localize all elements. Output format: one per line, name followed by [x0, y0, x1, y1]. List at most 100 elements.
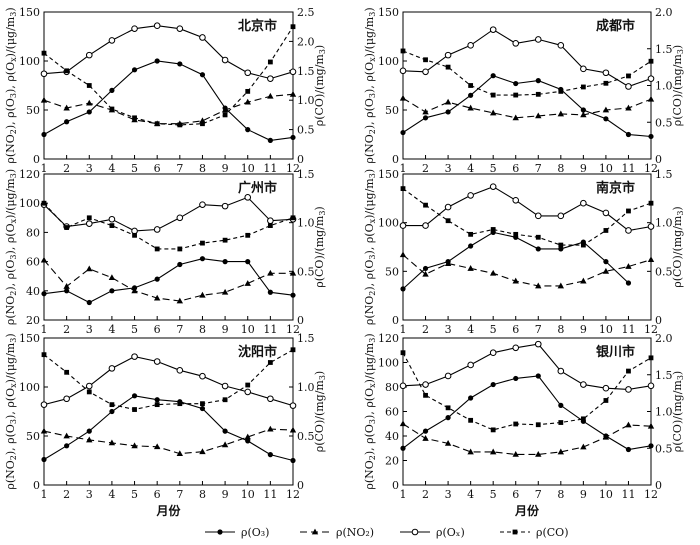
right-y-axis-label: ρ(CO)/(mg/m3): [313, 45, 327, 126]
data-point-NO2: [602, 106, 610, 113]
data-point-CO: [603, 228, 609, 233]
data-point-O3: [558, 246, 564, 252]
x-tick-label: 11: [263, 488, 277, 501]
data-point-O3: [245, 127, 251, 133]
data-point-O3: [41, 291, 47, 297]
y-tick-label: 100: [378, 357, 399, 370]
data-point-CO: [445, 64, 451, 70]
data-point-O3: [468, 395, 474, 401]
x-tick-label: 9: [580, 488, 587, 501]
data-point-NO2: [40, 427, 48, 434]
data-point-Ox: [131, 25, 138, 32]
data-point-NO2: [63, 432, 70, 439]
right-y-axis-label: ρ(CO)/(mg/m3): [313, 371, 327, 452]
data-point-NO2: [399, 251, 407, 258]
data-point-NO2: [557, 282, 565, 289]
data-point-O3: [199, 405, 206, 412]
y-tick-label: 100: [378, 217, 399, 230]
x-tick-label: 3: [445, 488, 452, 501]
data-point-CO: [445, 218, 451, 224]
y-tick-label: 150: [19, 332, 40, 345]
data-point-NO2: [557, 448, 565, 455]
data-point-CO: [400, 48, 406, 54]
data-point-CO: [41, 50, 47, 56]
data-point-CO: [535, 91, 541, 97]
x-tick-label: 7: [176, 488, 183, 501]
left-y-axis-label: ρ(NO2), ρ(O3), ρ(Ox)/(μg/m3): [4, 169, 18, 325]
series-line-O3: [402, 375, 652, 451]
x-tick-label: 5: [490, 488, 497, 501]
data-point-NO2: [86, 265, 93, 272]
data-point-CO: [648, 58, 654, 64]
series-line-Ox: [43, 196, 294, 232]
data-point-Ox: [647, 382, 655, 390]
data-point-CO: [86, 389, 92, 395]
data-point-Ox: [221, 202, 229, 210]
x-tick-label: 12: [644, 488, 658, 501]
y2-tick-label: 2.0: [655, 332, 673, 345]
data-point-NO2: [289, 426, 297, 433]
data-point-CO: [290, 215, 296, 221]
x-tick-label: 4: [108, 488, 115, 501]
x-tick-label: 10: [599, 323, 613, 336]
data-point-CO: [626, 208, 631, 214]
data-point-CO: [468, 231, 474, 237]
series-line-Ox: [402, 343, 652, 390]
y2-tick-label: 0.5: [297, 265, 315, 278]
data-point-Ox: [625, 83, 632, 90]
legend-marker-NO2: [311, 528, 319, 535]
data-point-O3: [648, 443, 654, 449]
y-tick-label: 40: [26, 285, 40, 298]
data-point-O3: [41, 131, 47, 138]
data-point-CO: [490, 92, 496, 98]
plot-frame: [43, 11, 294, 160]
data-point-Ox: [580, 199, 587, 207]
series-line-NO2: [43, 259, 293, 302]
data-point-O3: [267, 289, 273, 295]
x-tick-label: 1: [41, 488, 48, 501]
data-point-Ox: [199, 201, 206, 208]
x-tick-label: 5: [131, 323, 138, 336]
panel-title: 银川市: [596, 344, 635, 360]
data-point-NO2: [63, 104, 70, 111]
data-point-CO: [154, 402, 160, 408]
data-point-CO: [177, 122, 183, 128]
data-point-CO: [267, 360, 273, 365]
y-tick-label: 50: [26, 430, 40, 443]
y2-tick-label: 0.5: [297, 124, 315, 137]
data-point-CO: [558, 88, 564, 94]
data-point-CO: [513, 231, 519, 237]
data-point-O3: [154, 397, 160, 403]
x-tick-label: 8: [199, 488, 206, 501]
x-tick-label: 10: [241, 323, 255, 336]
data-point-Ox: [176, 367, 184, 374]
data-point-O3: [199, 72, 206, 78]
data-point-Ox: [176, 214, 184, 222]
data-point-Ox: [444, 51, 452, 59]
data-point-O3: [513, 80, 519, 87]
data-point-CO: [648, 355, 654, 361]
data-point-Ox: [602, 384, 610, 392]
x-tick-label: 2: [63, 162, 70, 175]
x-tick-label: 1: [41, 162, 48, 175]
data-point-CO: [41, 200, 47, 206]
x-tick-label: 12: [644, 323, 658, 336]
y2-tick-label: 0: [297, 479, 304, 492]
y-tick-label: 50: [385, 104, 399, 117]
data-point-NO2: [199, 291, 206, 298]
y-tick-label: 150: [378, 6, 399, 19]
data-point-O3: [245, 259, 251, 265]
x-tick-label: 3: [445, 323, 452, 336]
x-tick-label: 4: [467, 488, 474, 501]
x-tick-label: 10: [599, 162, 613, 175]
data-point-Ox: [85, 220, 93, 227]
data-point-NO2: [153, 294, 161, 301]
x-tick-label: 2: [422, 323, 429, 336]
right-y-axis-label: ρ(CO)/(mg/m3): [313, 206, 327, 287]
data-point-NO2: [221, 288, 229, 295]
data-point-Ox: [108, 37, 116, 44]
data-point-NO2: [199, 448, 206, 455]
x-tick-label: 12: [286, 488, 300, 501]
data-point-NO2: [444, 260, 452, 266]
